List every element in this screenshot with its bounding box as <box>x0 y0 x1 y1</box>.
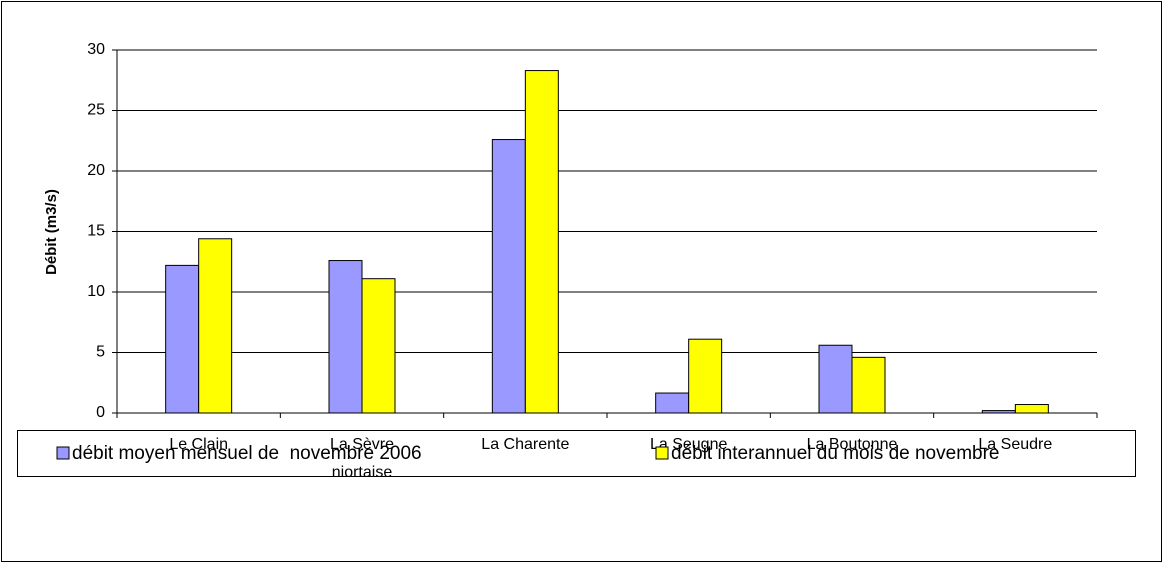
x-tick-label: Le Clain <box>169 436 228 453</box>
x-tick-label: La Charente <box>481 436 569 453</box>
bar <box>818 344 853 414</box>
legend-label: débit interannuel du mois de novembre <box>671 443 999 464</box>
y-axis-label: Débit (m3/s) <box>43 189 60 275</box>
bar <box>688 338 723 414</box>
y-tick-label: 15 <box>87 223 105 240</box>
legend-swatch <box>655 446 669 460</box>
legend-box <box>17 430 1136 477</box>
x-tick-label: La Seudre <box>978 436 1052 453</box>
x-tick-label: La Boutonne <box>807 436 898 453</box>
bar <box>851 356 886 414</box>
bar <box>165 264 200 414</box>
x-tick-label: La Sèvre niortaise <box>330 436 394 481</box>
bar <box>524 70 559 414</box>
y-tick-label: 0 <box>96 404 105 421</box>
y-tick-label: 30 <box>87 41 105 58</box>
y-tick-label: 10 <box>87 283 105 300</box>
bar <box>198 238 233 414</box>
y-tick-label: 20 <box>87 162 105 179</box>
bar <box>328 260 363 414</box>
bar <box>361 278 396 414</box>
legend-swatch <box>56 446 70 460</box>
bar <box>981 410 1016 414</box>
x-tick-label: La Seugne <box>650 436 728 453</box>
legend-label: débit moyen mensuel de novembre 2006 <box>72 443 422 464</box>
bar <box>491 139 526 414</box>
bar <box>655 392 690 414</box>
y-tick-label: 5 <box>96 344 105 361</box>
y-tick-label: 25 <box>87 102 105 119</box>
bar <box>1014 404 1049 414</box>
